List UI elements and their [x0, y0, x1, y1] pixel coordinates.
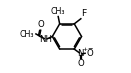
Text: CH₃: CH₃: [51, 7, 66, 16]
Text: O: O: [86, 49, 93, 58]
Text: N: N: [77, 49, 84, 58]
Text: F: F: [81, 9, 86, 18]
Text: CH₃: CH₃: [20, 30, 34, 39]
Text: O: O: [37, 20, 44, 29]
Text: +: +: [82, 47, 87, 52]
Text: −: −: [88, 46, 93, 52]
Text: NH: NH: [39, 35, 52, 44]
Text: O: O: [77, 59, 84, 68]
